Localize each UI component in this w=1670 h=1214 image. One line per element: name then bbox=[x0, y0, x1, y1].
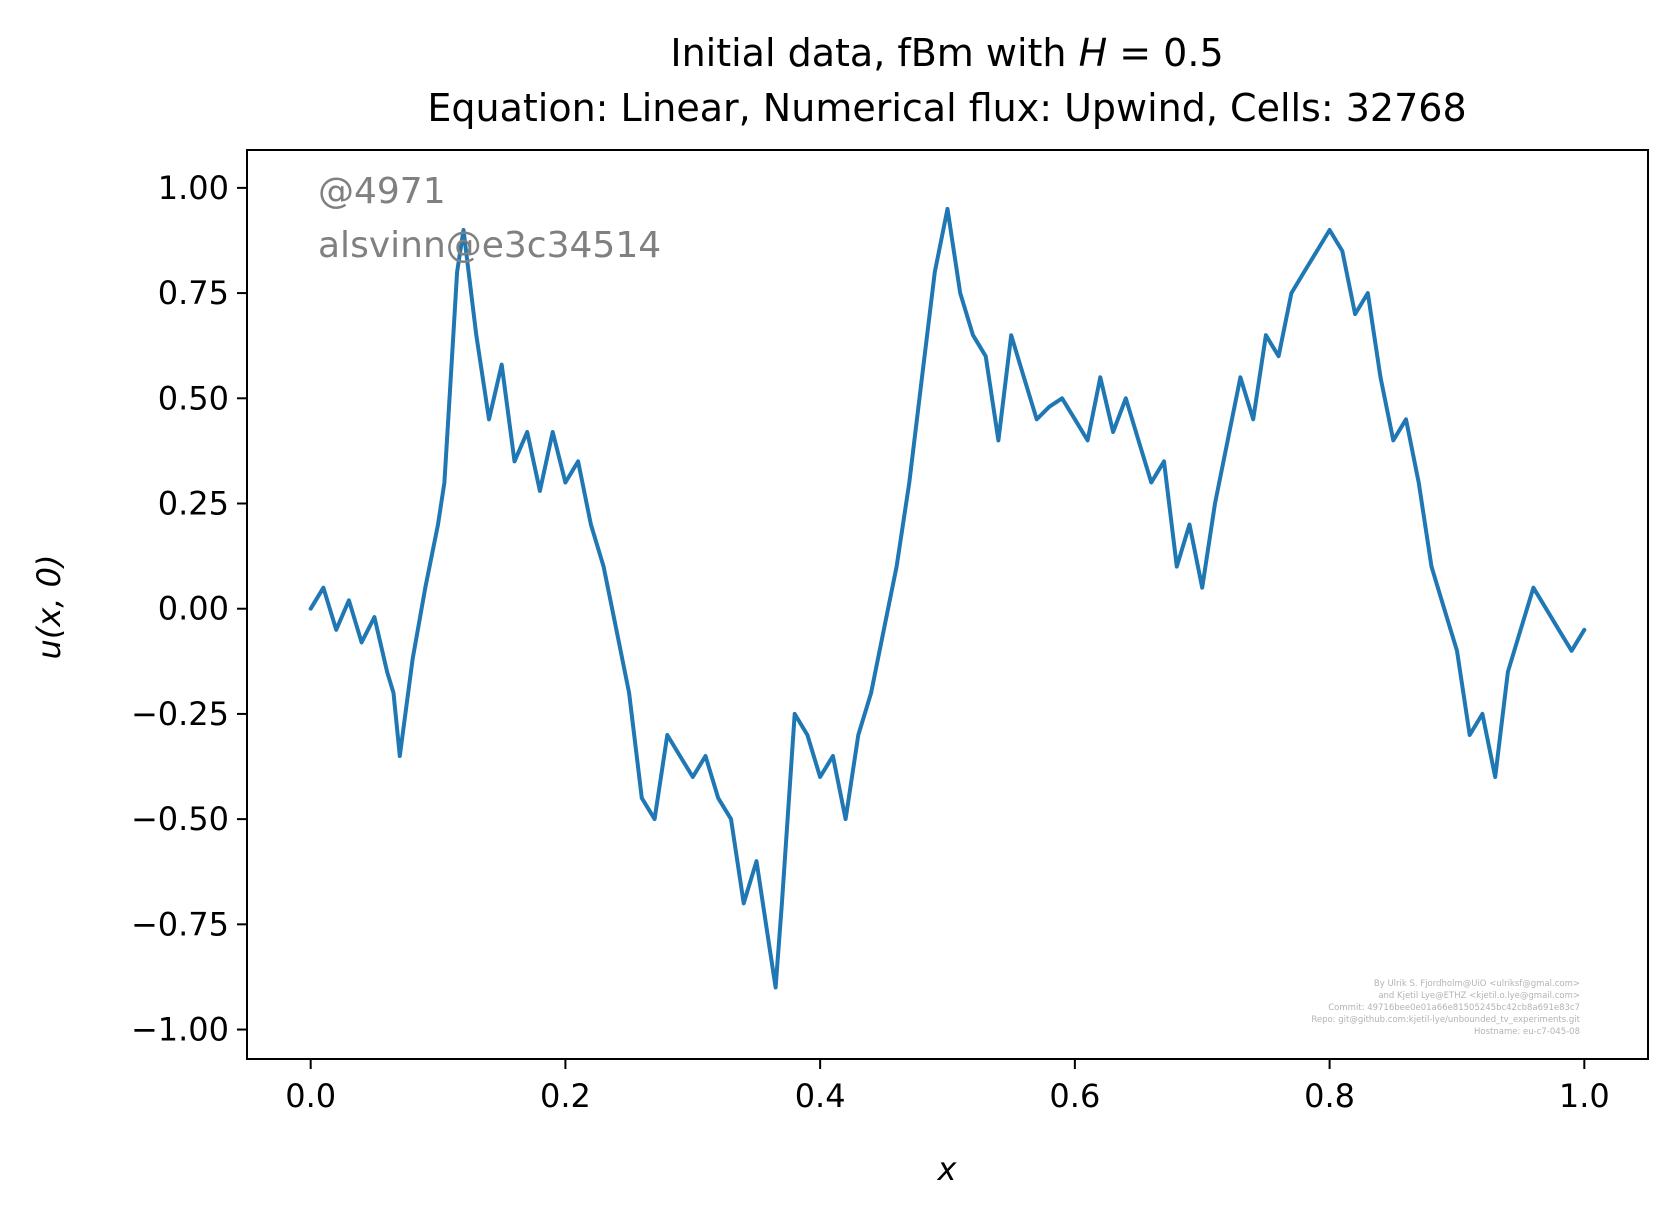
credit-line: Hostname: eu-c7-045-08 bbox=[1474, 1027, 1580, 1037]
credit-line: Commit: 49716bee0e01a66e81505245bc42cb8a… bbox=[1328, 1003, 1580, 1013]
y-axis-ticks: 1.00 0.75 0.50 0.25 0.00 −0.25 −0.50 −0.75 −1.00 bbox=[131, 169, 247, 1049]
series-layer bbox=[308, 206, 1587, 990]
chart-title: Initial data, fBm with H = 0.5 Equation:… bbox=[427, 31, 1466, 130]
x-axis-ticks: 0.0 0.2 0.4 0.6 0.8 1.0 bbox=[285, 1059, 1610, 1115]
x-tick-label: 0.4 bbox=[795, 1077, 846, 1115]
chart-title-line2: Equation: Linear, Numerical flux: Upwind… bbox=[427, 86, 1466, 130]
y-tick-label: 0.75 bbox=[158, 274, 229, 312]
series-line bbox=[308, 206, 1587, 990]
y-tick-label: 0.00 bbox=[158, 590, 229, 628]
run-annotation: @4971 alsvinn@e3c34514 bbox=[318, 171, 661, 266]
credit-line: and Kjetil Lye@ETHZ <kjetil.o.lye@gmail.… bbox=[1378, 991, 1580, 1001]
x-tick-label: 0.2 bbox=[540, 1077, 591, 1115]
y-tick-label: −0.75 bbox=[131, 905, 229, 943]
credit-line: Repo: git@github.com:kjetil-lye/unbounde… bbox=[1311, 1015, 1580, 1025]
x-tick-label: 1.0 bbox=[1559, 1077, 1610, 1115]
x-tick-label: 0.8 bbox=[1304, 1077, 1355, 1115]
y-tick-label: 0.50 bbox=[158, 379, 229, 417]
y-tick-label: −0.50 bbox=[131, 800, 229, 838]
chart-title-line1: Initial data, fBm with H = 0.5 bbox=[670, 31, 1223, 75]
x-tick-label: 0.6 bbox=[1049, 1077, 1100, 1115]
y-tick-label: −0.25 bbox=[131, 695, 229, 733]
plot-area bbox=[246, 149, 1649, 1060]
y-axis-label: u(x, 0) bbox=[30, 555, 68, 660]
x-axis-label: x bbox=[937, 1150, 958, 1188]
credits-block: By Ulrik S. Fjordholm@UiO <ulriksf@gmal.… bbox=[1311, 979, 1580, 1037]
y-tick-label: −1.00 bbox=[131, 1011, 229, 1049]
annotation-run-id: @4971 bbox=[318, 171, 446, 212]
x-tick-label: 0.0 bbox=[285, 1077, 336, 1115]
y-tick-label: 0.25 bbox=[158, 485, 229, 523]
plot-frame bbox=[246, 149, 1649, 1060]
annotation-commit: alsvinn@e3c34514 bbox=[318, 225, 661, 266]
y-tick-label: 1.00 bbox=[158, 169, 229, 207]
credit-line: By Ulrik S. Fjordholm@UiO <ulriksf@gmal.… bbox=[1374, 979, 1580, 989]
